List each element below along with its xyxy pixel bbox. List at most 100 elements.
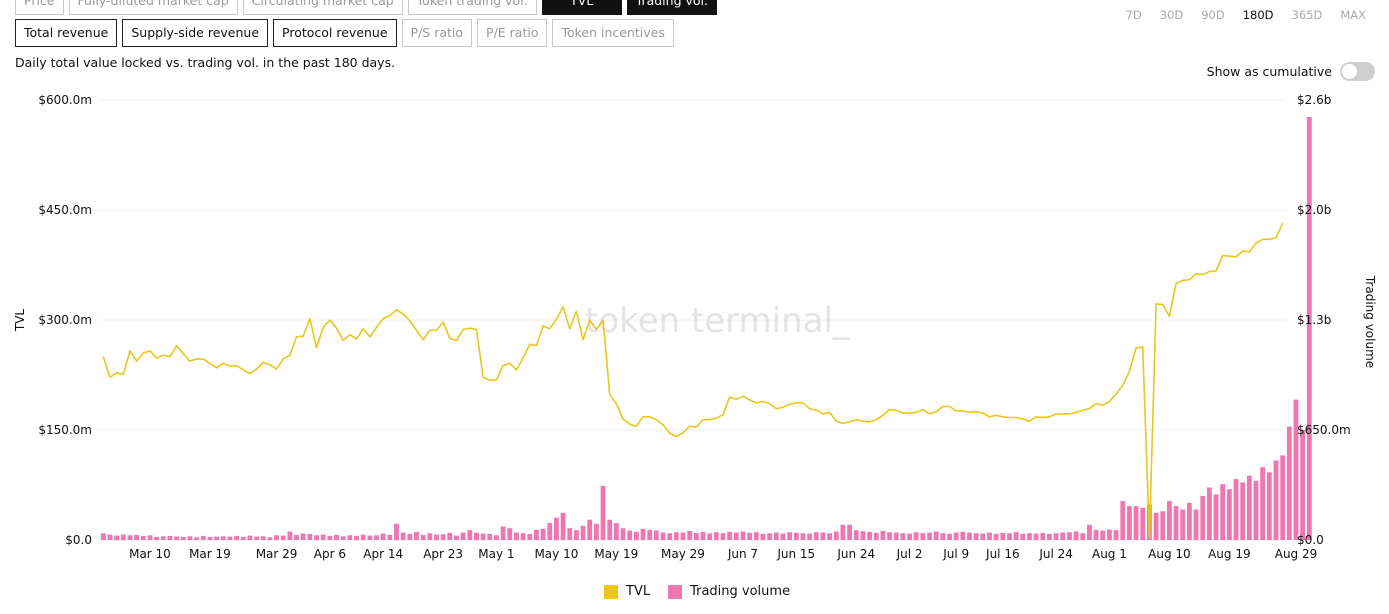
- volume-bar: [633, 531, 639, 540]
- volume-bar: [780, 533, 786, 540]
- volume-bar: [1133, 506, 1139, 540]
- volume-bar: [380, 533, 386, 540]
- volume-bar: [653, 530, 659, 540]
- volume-bar: [907, 533, 912, 540]
- volume-bar: [214, 536, 219, 540]
- volume-bar: [1286, 426, 1292, 540]
- right-tick-label: $2.6b: [1297, 93, 1331, 107]
- volume-bar: [180, 536, 186, 540]
- volume-bar: [1233, 479, 1239, 540]
- volume-bar: [487, 533, 493, 540]
- x-tick-label: May 1: [478, 547, 514, 561]
- tab-ps-ratio[interactable]: P/S ratio: [401, 19, 473, 47]
- right-tick-label: $0.0: [1297, 533, 1324, 547]
- volume-bar: [287, 531, 293, 540]
- volume-bar: [1266, 472, 1272, 540]
- volume-bar: [567, 528, 573, 540]
- volume-bar: [853, 530, 859, 540]
- volume-bar: [947, 533, 952, 540]
- x-tick-label: Mar 19: [189, 547, 231, 561]
- volume-bar: [354, 535, 359, 540]
- volume-bar: [414, 531, 419, 540]
- x-tick-label: Aug 29: [1275, 547, 1318, 561]
- metric-tabs-revenue: Total revenue Supply-side revenue Protoc…: [15, 19, 674, 47]
- range-7d[interactable]: 7D: [1125, 8, 1142, 22]
- legend-label-tvl: TVL: [626, 584, 651, 599]
- volume-bar: [840, 524, 846, 540]
- x-axis-ticks: Mar 10 Mar 19 Mar 29 Apr 6 Apr 14 Apr 23 May 1…: [129, 547, 1317, 561]
- tab-token-incentives[interactable]: Token incentives: [552, 19, 674, 47]
- range-max[interactable]: MAX: [1340, 8, 1366, 22]
- legend-item-tvl[interactable]: TVL: [604, 584, 650, 599]
- toggle-knob: [1342, 64, 1357, 79]
- volume-bar: [1107, 529, 1112, 540]
- volume-bar: [707, 533, 713, 540]
- volume-bar: [460, 532, 466, 540]
- legend-label-volume: Trading volume: [690, 584, 791, 599]
- tab-tvl[interactable]: TVL: [541, 0, 622, 15]
- right-axis-ticks: $0.0 $650.0m $1.3b $2.0b $2.6b: [1297, 93, 1351, 547]
- x-tick-label: Apr 23: [423, 547, 463, 561]
- volume-bar: [647, 529, 653, 540]
- range-90d[interactable]: 90D: [1201, 8, 1225, 22]
- volume-bar: [693, 532, 699, 540]
- volume-bar: [760, 533, 766, 540]
- volume-bar: [120, 534, 126, 540]
- volume-bar: [873, 532, 879, 540]
- volume-bar: [1167, 501, 1172, 540]
- left-tick-label: $600.0m: [38, 93, 92, 107]
- cumulative-toggle[interactable]: [1340, 62, 1375, 81]
- chart-description: Daily total value locked vs. trading vol…: [15, 55, 396, 70]
- tab-pe-ratio[interactable]: P/E ratio: [477, 19, 548, 47]
- volume-bar: [340, 536, 346, 540]
- volume-bar: [254, 536, 259, 540]
- x-tick-label: Apr 6: [314, 547, 346, 561]
- volume-bar: [1080, 533, 1086, 540]
- tab-token-trading-vol[interactable]: Token trading vol.: [407, 0, 537, 15]
- volume-bar: [1206, 487, 1212, 540]
- volume-bar: [920, 533, 926, 540]
- tab-price[interactable]: Price: [15, 0, 64, 15]
- x-tick-label: May 29: [661, 547, 705, 561]
- volume-bar: [520, 533, 526, 540]
- range-365d[interactable]: 365D: [1291, 8, 1323, 22]
- volume-bar: [660, 532, 666, 540]
- volume-bar: [167, 535, 173, 540]
- volume-bar: [640, 528, 646, 540]
- volume-bar: [140, 535, 146, 540]
- time-range-selector: 7D 30D 90D 180D 365D MAX: [1117, 8, 1375, 22]
- volume-bar: [474, 532, 479, 540]
- left-tick-label: $150.0m: [38, 423, 92, 437]
- x-tick-label: May 19: [594, 547, 638, 561]
- x-tick-label: Jul 16: [985, 547, 1020, 561]
- tab-supply-side-revenue[interactable]: Supply-side revenue: [122, 19, 269, 47]
- x-tick-label: Jul 24: [1038, 547, 1073, 561]
- volume-bar: [913, 532, 919, 540]
- volume-bar: [187, 536, 193, 540]
- legend-item-volume[interactable]: Trading volume: [668, 584, 790, 599]
- volume-bar: [1160, 511, 1166, 540]
- volume-bar: [527, 533, 533, 540]
- tab-fdv-market-cap[interactable]: Fully-diluted market cap: [68, 0, 238, 15]
- volume-bar: [440, 534, 446, 540]
- volume-bar: [347, 535, 353, 540]
- tab-trading-vol[interactable]: Trading vol.: [626, 0, 717, 15]
- volume-bar: [360, 534, 366, 540]
- volume-bar: [1213, 494, 1219, 540]
- volume-bar: [927, 532, 932, 540]
- volume-bar: [940, 533, 946, 540]
- volume-bar: [220, 536, 226, 540]
- range-30d[interactable]: 30D: [1159, 8, 1184, 22]
- volume-bar: [507, 528, 513, 540]
- range-180d[interactable]: 180D: [1242, 8, 1274, 22]
- volume-bar: [207, 536, 213, 540]
- tab-protocol-revenue[interactable]: Protocol revenue: [273, 19, 397, 47]
- volume-bar: [467, 530, 473, 540]
- volume-bars: [100, 116, 1312, 540]
- tab-circulating-market-cap[interactable]: Circulating market cap: [242, 0, 403, 15]
- volume-bar: [687, 530, 693, 540]
- volume-bar: [1087, 524, 1092, 540]
- tab-total-revenue[interactable]: Total revenue: [15, 19, 118, 47]
- volume-bar: [1240, 482, 1246, 540]
